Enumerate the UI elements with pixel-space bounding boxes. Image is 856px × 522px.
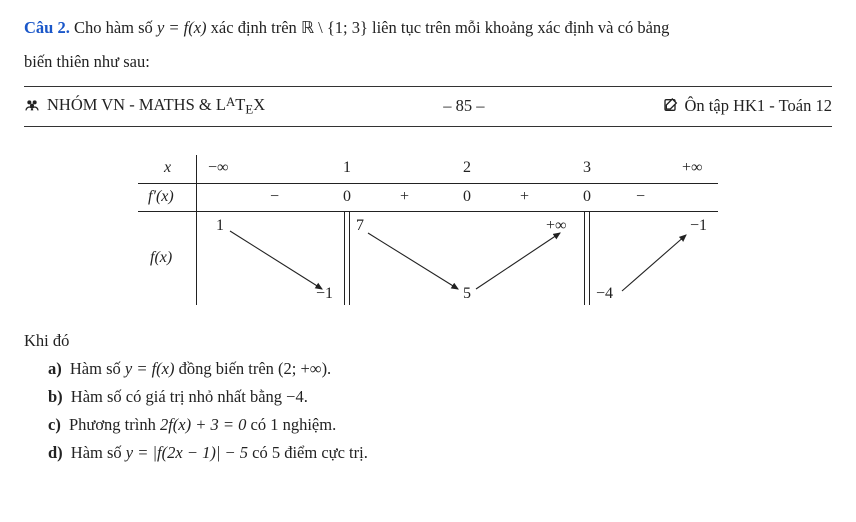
header-right-text: Ôn tập HK1 - Toán 12 [685,96,832,116]
option-b: b) Hàm số có giá trị nhỏ nhất bằng −4. [48,387,832,407]
option-a-expr: y = f(x) [125,359,175,378]
option-d: d) Hàm số y = |f(2x − 1)| − 5 có 5 điểm … [48,443,832,463]
option-c-pre: Phương trình [69,415,160,434]
stem-domain: ℝ \ {1; 3} [301,18,368,37]
stem-text-3: liên tục trên mỗi khoảng xác định và có … [372,18,669,37]
divider-top [24,86,832,87]
latex-word: LATEX [216,95,265,114]
stem-text-2: xác định trên [211,18,301,37]
header-right: Ôn tập HK1 - Toán 12 [663,96,832,116]
option-d-label: d) [48,443,63,462]
header-center: – 85 – [443,96,484,116]
stem-line-2: biến thiên như sau: [24,48,832,76]
divider-bottom [24,126,832,127]
option-a-post: đồng biến trên (2; +∞). [179,359,332,378]
option-d-expr: y = |f(2x − 1)| − 5 [126,443,248,462]
question-label: Câu 2. [24,18,70,37]
option-d-post: có 5 điểm cực trị. [252,443,368,462]
stem-formula-1: y = f(x) [157,18,207,37]
variation-arrows [138,155,718,305]
header-left-plain: NHÓM VN - MATHS & [47,95,216,114]
option-a-label: a) [48,359,62,378]
header-left: NHÓM VN - MATHS & LATEX [24,95,265,118]
option-b-label: b) [48,387,63,406]
options-list: a) Hàm số y = f(x) đồng biến trên (2; +∞… [48,359,832,463]
option-c-post: có 1 nghiệm. [251,415,337,434]
write-icon [663,96,679,116]
question-stem: Câu 2. Cho hàm số y = f(x) xác định trên… [24,14,832,76]
variation-table: x −∞ 1 2 3 +∞ f′(x) − 0 + 0 + 0 − f(x) 1… [138,155,718,305]
variation-table-wrap: x −∞ 1 2 3 +∞ f′(x) − 0 + 0 + 0 − f(x) 1… [24,155,832,305]
option-a-pre: Hàm số [70,359,125,378]
page-header: NHÓM VN - MATHS & LATEX – 85 – Ôn tập HK… [24,93,832,120]
option-a: a) Hàm số y = f(x) đồng biến trên (2; +∞… [48,359,832,379]
option-c: c) Phương trình 2f(x) + 3 = 0 có 1 nghiệ… [48,415,832,435]
after-text: Khi đó [24,331,832,351]
stem-text-1: Cho hàm số [74,18,157,37]
option-d-pre: Hàm số [71,443,126,462]
option-c-expr: 2f(x) + 3 = 0 [160,415,246,434]
option-c-label: c) [48,415,61,434]
group-icon [24,96,40,116]
header-left-text: NHÓM VN - MATHS & LATEX [47,95,265,118]
option-b-text: Hàm số có giá trị nhỏ nhất bằng −4. [71,387,308,406]
